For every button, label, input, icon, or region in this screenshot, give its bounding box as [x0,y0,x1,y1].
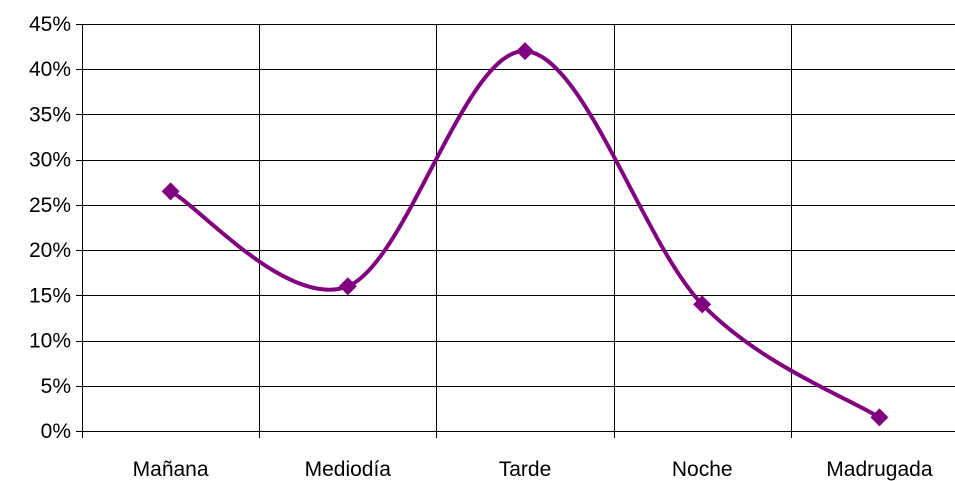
x-tick-label: Madrugada [826,458,933,481]
y-tick-label: 30% [29,149,71,172]
data-point-marker [338,277,357,296]
data-point-marker [516,42,534,61]
x-tick-label: Tarde [499,458,552,481]
y-tick-label: 15% [29,284,71,307]
series-group [161,42,889,427]
y-axis-tick-labels: 0% 5% 10% 15% 20% 25% 30% 35% 40% 45% [29,13,71,443]
y-tick-label: 5% [41,375,71,398]
x-tick-label: Mañana [133,458,209,481]
y-tick-label: 0% [41,420,71,443]
series-line [169,49,881,420]
grid-lines [76,24,955,438]
y-tick-label: 40% [29,58,71,81]
x-tick-label: Mediodía [305,458,392,481]
x-axis-tick-labels: Mañana Mediodía Tarde Noche Madrugada [133,458,933,481]
data-point-marker [870,408,889,427]
data-point-marker [693,295,712,314]
y-tick-label: 25% [29,194,71,217]
y-tick-label: 45% [29,13,71,36]
y-tick-label: 10% [29,330,71,353]
y-tick-label: 35% [29,103,71,126]
data-point-marker [161,182,180,201]
x-tick-label: Noche [672,458,733,481]
y-tick-label: 20% [29,239,71,262]
